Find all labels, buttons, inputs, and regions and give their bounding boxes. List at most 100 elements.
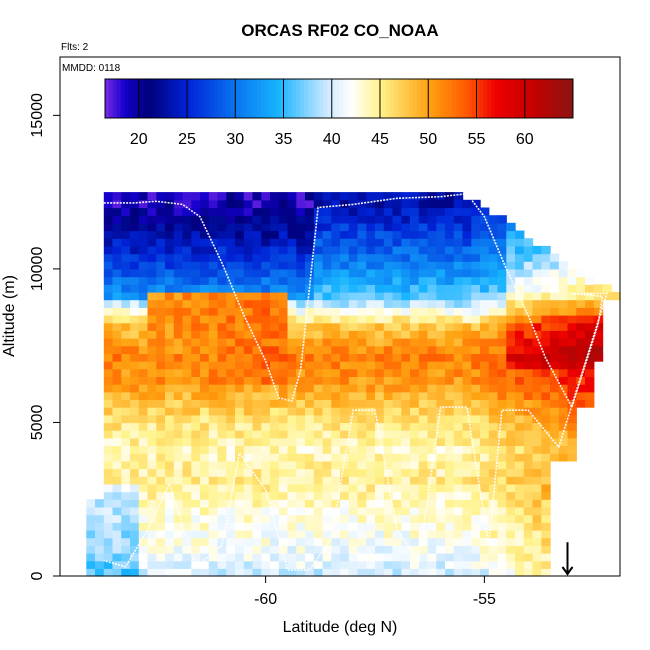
heatmap-cell	[243, 291, 254, 301]
heatmap-cell	[252, 245, 262, 255]
heatmap-cell	[427, 238, 437, 247]
heatmap-cell	[243, 353, 254, 362]
heatmap-cell	[515, 414, 525, 424]
heatmap-cell	[445, 384, 455, 393]
heatmap-cell	[191, 483, 201, 493]
heatmap-cell	[191, 376, 201, 385]
heatmap-cell	[112, 338, 122, 347]
heatmap-cell	[165, 322, 175, 331]
heatmap-cell	[436, 430, 446, 439]
heatmap-cell	[313, 437, 324, 447]
heatmap-cell	[270, 361, 280, 370]
heatmap-cell	[296, 468, 306, 477]
heatmap-cell	[340, 437, 350, 447]
heatmap-cell	[130, 284, 140, 293]
heatmap-cell	[331, 192, 341, 201]
heatmap-cell	[541, 491, 551, 500]
heatmap-cell	[488, 299, 499, 308]
heatmap-cell	[261, 322, 271, 331]
heatmap-cell	[270, 261, 280, 270]
heatmap-cell	[305, 506, 315, 516]
heatmap-cell	[226, 460, 236, 470]
heatmap-cell	[313, 192, 324, 201]
heatmap-cell	[418, 299, 429, 308]
heatmap-cell	[515, 514, 525, 523]
heatmap-cell	[138, 238, 149, 247]
heatmap-cell	[313, 330, 324, 339]
heatmap-cell	[436, 453, 446, 462]
heatmap-cell	[401, 437, 411, 447]
heatmap-cell	[243, 230, 254, 239]
heatmap-cell	[252, 253, 262, 262]
y-tick-label: 10000	[29, 247, 46, 292]
heatmap-cell	[427, 414, 437, 424]
heatmap-cell	[392, 491, 402, 500]
heatmap-cell	[401, 276, 411, 285]
heatmap-cell	[138, 553, 149, 562]
heatmap-cell	[305, 368, 315, 377]
heatmap-cell	[112, 560, 122, 569]
heatmap-cell	[541, 268, 551, 278]
heatmap-cell	[506, 315, 516, 324]
heatmap-cell	[445, 238, 455, 247]
heatmap-cell	[156, 276, 166, 285]
heatmap-cell	[270, 207, 280, 216]
heatmap-cell	[112, 414, 122, 424]
heatmap-cell	[515, 537, 525, 546]
heatmap-cell	[322, 307, 332, 316]
heatmap-cell	[418, 529, 429, 539]
colorbar-swatch	[506, 79, 512, 118]
heatmap-cell	[445, 453, 455, 462]
heatmap-cell	[208, 353, 219, 362]
heatmap-cell	[287, 345, 297, 354]
heatmap-cell	[287, 268, 297, 278]
heatmap-cell	[497, 384, 507, 393]
heatmap-cell	[418, 322, 429, 331]
heatmap-cell	[453, 537, 464, 546]
heatmap-cell	[112, 192, 122, 201]
heatmap-cell	[278, 437, 289, 447]
heatmap-cell	[427, 506, 437, 516]
heatmap-cell	[567, 422, 577, 431]
heatmap-cell	[348, 437, 359, 447]
colorbar-swatch	[229, 79, 235, 118]
heatmap-cell	[480, 407, 490, 416]
heatmap-cell	[138, 384, 149, 393]
heatmap-cell	[156, 384, 166, 393]
heatmap-cell	[261, 445, 271, 454]
heatmap-cell	[112, 522, 122, 531]
colorbar-swatch	[331, 79, 336, 118]
heatmap-cell	[453, 361, 464, 370]
heatmap-cell	[366, 245, 376, 255]
heatmap-cell	[261, 545, 271, 554]
heatmap-cell	[261, 368, 271, 377]
heatmap-cell	[261, 192, 271, 201]
heatmap-cell	[532, 315, 542, 324]
heatmap-cell	[532, 261, 542, 270]
heatmap-cell	[462, 291, 472, 301]
heatmap-cell	[322, 437, 332, 447]
heatmap-cell	[410, 230, 420, 239]
heatmap-cell	[243, 491, 254, 500]
x-tick-label: -60	[254, 591, 277, 608]
heatmap-cell	[418, 568, 429, 577]
heatmap-cell	[112, 553, 122, 562]
heatmap-cell	[480, 437, 490, 447]
heatmap-cell	[173, 345, 184, 354]
heatmap-cell	[182, 537, 192, 546]
heatmap-cell	[453, 315, 464, 324]
heatmap-cell	[410, 529, 420, 539]
colorbar-swatch	[514, 79, 519, 118]
heatmap-cell	[418, 291, 429, 301]
heatmap-cell	[550, 453, 560, 462]
heatmap-cell	[436, 199, 446, 209]
heatmap-cell	[191, 391, 201, 400]
heatmap-cell	[375, 353, 385, 362]
heatmap-cell	[523, 560, 534, 569]
heatmap-cell	[305, 529, 315, 539]
heatmap-cell	[200, 199, 210, 209]
heatmap-cell	[383, 338, 394, 347]
heatmap-cell	[497, 453, 507, 462]
heatmap-cell	[497, 345, 507, 354]
heatmap-cell	[191, 368, 201, 377]
